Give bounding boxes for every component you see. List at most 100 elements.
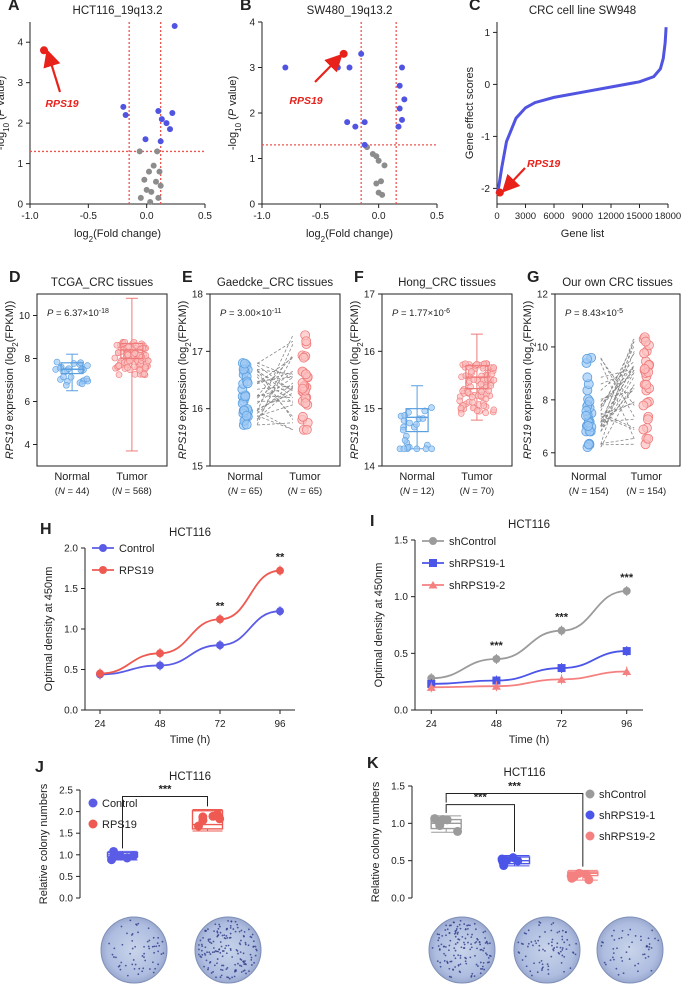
y-tick-label: 1	[484, 28, 490, 39]
colony-dot	[204, 929, 207, 932]
colony-dot	[455, 928, 458, 930]
colony-dot	[486, 942, 489, 945]
colony-dot	[544, 931, 546, 933]
pair-line	[256, 356, 294, 422]
colony-dot	[219, 931, 222, 934]
gray-point	[146, 168, 152, 175]
x-axis-label: Time (h)	[509, 734, 550, 746]
colony-dot	[115, 956, 117, 959]
colony-dot	[207, 967, 210, 969]
x-tick-label: 24	[426, 719, 438, 730]
colony-dot	[198, 948, 200, 951]
y-tick-label: 15	[192, 462, 204, 473]
colony-dot	[561, 938, 564, 941]
colony-dot	[200, 943, 203, 946]
colony-dot	[569, 967, 572, 969]
colony-dot	[467, 924, 470, 927]
colony-dot	[229, 932, 232, 935]
y-tick-label: 12	[537, 290, 549, 301]
colony-dot	[524, 955, 527, 958]
significance-label: ***	[508, 780, 522, 792]
series-marker	[622, 587, 631, 595]
x-tick-label: 9000	[572, 211, 593, 222]
colony-dot	[487, 957, 490, 959]
colony-dot	[517, 941, 520, 944]
sample-point	[640, 336, 651, 347]
sample-point	[581, 869, 591, 879]
pair-line	[600, 372, 635, 402]
colony-dot	[617, 973, 620, 976]
colony-dot	[535, 942, 538, 945]
gray-point	[378, 178, 384, 185]
colony-dot	[559, 950, 562, 953]
colony-dot	[612, 947, 615, 950]
blue-point	[158, 116, 165, 123]
y-tick-label: 0.0	[64, 706, 78, 717]
colony-dot	[149, 968, 151, 970]
sample-point	[62, 381, 70, 389]
colony-dot	[613, 958, 615, 961]
series-marker	[622, 667, 632, 675]
group-label: Normal	[571, 471, 606, 483]
gray-point	[155, 194, 162, 201]
colony-dot	[444, 954, 447, 957]
legend-marker	[99, 544, 107, 552]
colony-dot	[485, 941, 488, 944]
colony-dot	[634, 935, 637, 937]
highlight-arrow	[314, 53, 343, 83]
colony-dot	[216, 931, 219, 934]
colony-dot	[600, 944, 603, 947]
colony-dot	[157, 963, 160, 966]
colony-dot	[143, 952, 146, 955]
chart-title: SW480_19q13.2	[307, 5, 393, 17]
colony-dot	[651, 929, 654, 932]
sample-point	[138, 353, 146, 361]
x-tick-label: 0.5	[430, 211, 444, 222]
sample-point	[469, 393, 476, 401]
x-axis-label: Time (h)	[170, 734, 211, 746]
colony-dot	[227, 944, 230, 947]
group-label: Normal	[54, 471, 89, 483]
pair-line	[600, 370, 635, 406]
y-tick-label: 17	[192, 347, 204, 358]
pair-line	[256, 376, 294, 418]
legend-label: Control	[119, 543, 154, 555]
colony-dot	[120, 925, 123, 928]
colony-dot	[201, 953, 204, 956]
axes-F	[381, 293, 513, 467]
colony-dot	[461, 936, 464, 938]
colony-dot	[551, 944, 553, 947]
colony-dot	[134, 945, 137, 948]
sample-point	[430, 814, 440, 824]
panel-label: I	[370, 513, 374, 530]
colony-dot	[151, 961, 154, 964]
significance-bracket	[122, 795, 208, 849]
series-marker	[557, 626, 566, 635]
colony-dot	[552, 948, 555, 951]
colony-dot	[448, 932, 451, 934]
y-axis-label: Gene effect scores	[464, 66, 476, 159]
legend-label: RPS19	[119, 565, 154, 577]
colony-dot	[436, 960, 439, 963]
colony-dish	[100, 916, 168, 984]
colony-dot	[466, 924, 469, 927]
y-tick-label: 4	[249, 18, 255, 29]
sample-point	[115, 362, 123, 370]
colony-dot	[454, 943, 457, 945]
sample-point	[406, 419, 413, 427]
pair-line	[600, 401, 635, 419]
significance-label: ***	[555, 612, 569, 624]
series-line	[99, 569, 281, 675]
colony-dot	[225, 968, 228, 971]
colony-dot	[152, 971, 155, 974]
series-marker	[491, 682, 501, 690]
x-tick-label: 3000	[515, 211, 536, 222]
x-tick-label: 0.0	[372, 211, 386, 222]
sample-point	[583, 421, 594, 431]
pair-line	[600, 345, 635, 423]
colony-dot	[650, 969, 653, 972]
significance-label: **	[276, 552, 285, 564]
colony-dot	[465, 957, 467, 960]
colony-dish	[596, 916, 664, 984]
y-tick-label: 1.0	[394, 592, 408, 603]
